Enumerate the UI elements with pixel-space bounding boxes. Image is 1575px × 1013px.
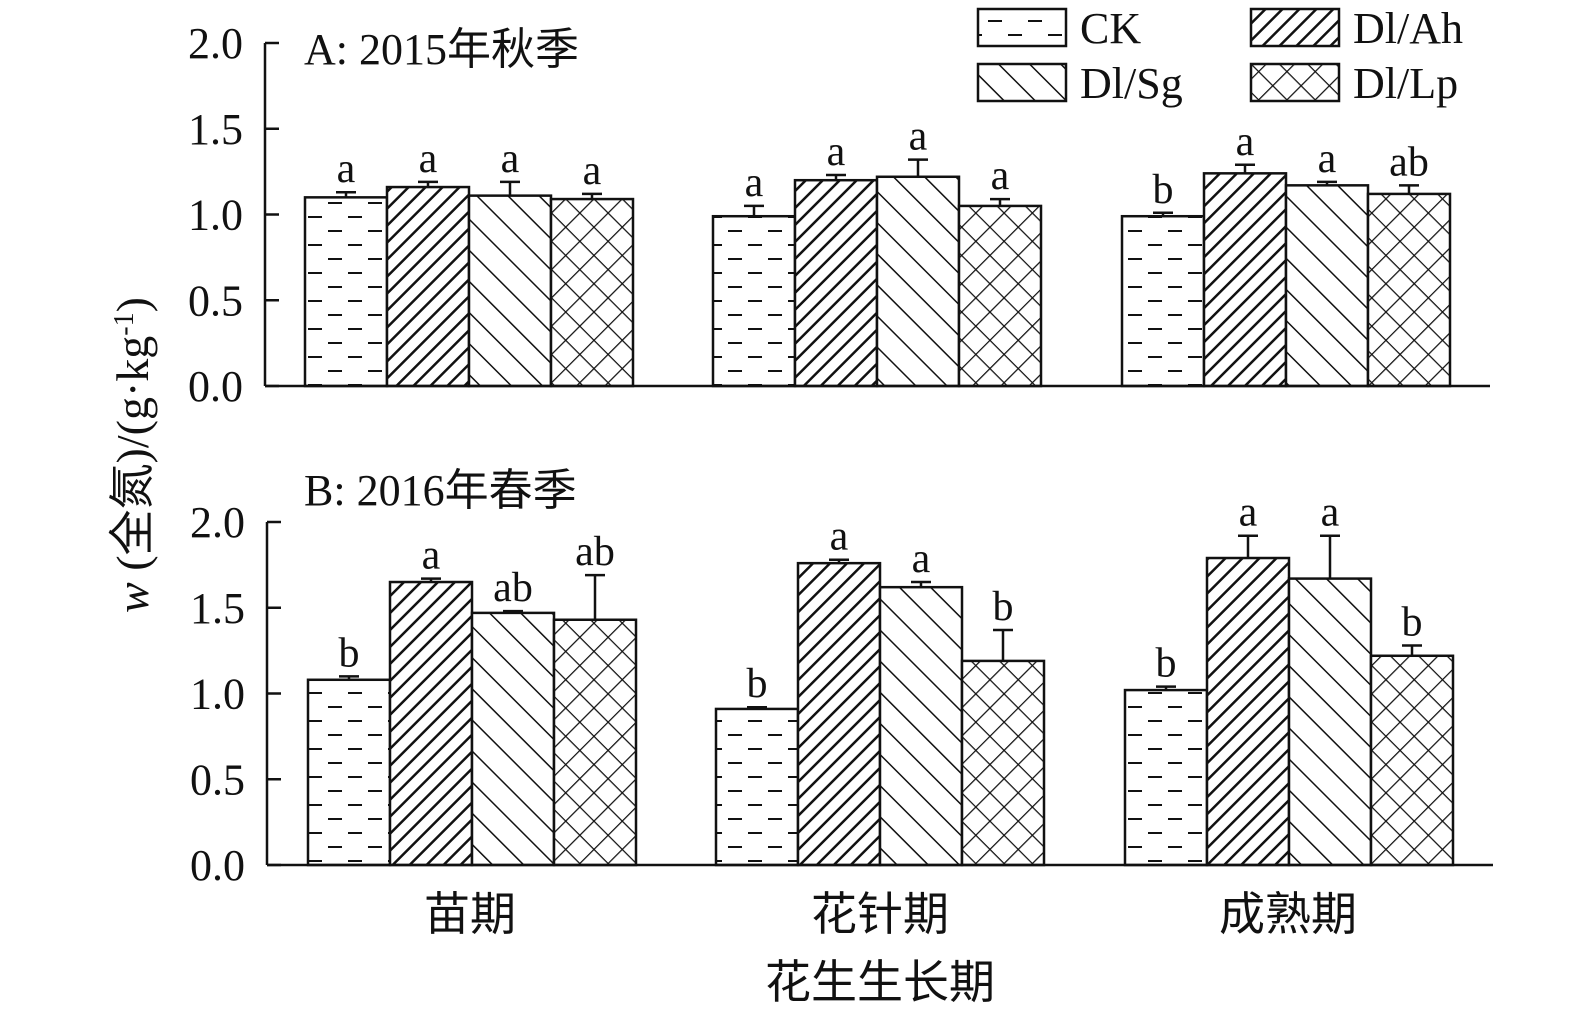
- significance-label: a: [419, 136, 438, 182]
- y-axis-title: w (全氮)/(g·kg-1): [107, 297, 158, 613]
- bar: [1366, 192, 1452, 388]
- significance-label: a: [830, 514, 849, 560]
- y-tick-label: 0.5: [188, 276, 243, 325]
- bar: [303, 196, 389, 388]
- panel-a: A: 2015年秋季 0.00.51.01.52.0 a a a a aa aa ba a ab: [188, 19, 1490, 411]
- legend-label: Dl/Sg: [1080, 59, 1183, 108]
- bar: [1123, 688, 1209, 867]
- bar: [957, 204, 1043, 388]
- bar: [875, 175, 961, 388]
- significance-label: ab: [1389, 139, 1429, 185]
- significance-label: a: [583, 148, 602, 194]
- y-tick-label: 0.0: [188, 362, 243, 411]
- significance-label: a: [745, 160, 764, 206]
- significance-label: b: [993, 584, 1014, 630]
- legend-label: CK: [1080, 4, 1141, 53]
- bar: [552, 618, 638, 867]
- bar: [1202, 172, 1288, 388]
- significance-label: a: [827, 129, 846, 175]
- bar: [793, 178, 879, 388]
- significance-label: a: [909, 114, 928, 160]
- significance-label: a: [337, 146, 356, 192]
- bar: [1287, 577, 1373, 867]
- legend: CK Dl/Ah Dl/Sg Dl/Lp: [976, 4, 1463, 108]
- panel-a-title: A: 2015年秋季: [304, 25, 579, 74]
- y-tick-label: 1.0: [188, 191, 243, 240]
- y-tick-label: 1.5: [188, 105, 243, 154]
- bar: [1284, 184, 1370, 388]
- y-tick-label: 0.5: [190, 755, 245, 804]
- significance-label: a: [1236, 119, 1255, 165]
- significance-label: b: [339, 630, 360, 676]
- x-tick-label: 花针期: [811, 889, 949, 940]
- legend-swatch: [976, 62, 1068, 103]
- bar: [1369, 654, 1455, 867]
- x-tick-label: 成熟期: [1219, 889, 1357, 940]
- panel-a-bars: a a a a aa aa ba a ab: [303, 114, 1452, 388]
- bar: [549, 197, 635, 388]
- x-axis-title: 花生生长期: [765, 957, 995, 1008]
- bar: [306, 678, 392, 867]
- significance-label: ab: [575, 529, 615, 575]
- significance-label: b: [1153, 167, 1174, 213]
- y-tick-label: 1.5: [190, 584, 245, 633]
- y-tick-label: 0.0: [190, 841, 245, 890]
- significance-label: b: [747, 661, 768, 707]
- legend-label: Dl/Ah: [1353, 4, 1463, 53]
- bar: [467, 194, 553, 388]
- significance-label: a: [1239, 490, 1258, 536]
- bar: [1205, 556, 1291, 867]
- legend-swatch: [1249, 62, 1341, 103]
- bar: [796, 561, 882, 867]
- significance-label: ab: [493, 565, 533, 611]
- y-tick-label: 2.0: [190, 498, 245, 547]
- bar: [960, 659, 1046, 867]
- legend-label: Dl/Lp: [1353, 59, 1458, 108]
- significance-label: a: [991, 153, 1010, 199]
- bar: [385, 185, 471, 388]
- significance-label: a: [912, 536, 931, 582]
- significance-label: a: [1318, 136, 1337, 182]
- bar: [470, 611, 556, 867]
- significance-label: a: [422, 533, 441, 579]
- panel-a-y-ticks: 0.0 0.5 1.0 1.5 2.0: [188, 19, 279, 411]
- x-category-labels: 苗期 花针期 成熟期: [424, 889, 1357, 940]
- bar: [388, 580, 474, 867]
- legend-swatch: [976, 7, 1068, 48]
- bar: [711, 214, 797, 388]
- x-tick-label: 苗期: [424, 889, 516, 940]
- y-tick-label: 2.0: [188, 19, 243, 68]
- panel-b-title: B: 2016年春季: [304, 466, 577, 515]
- significance-label: a: [501, 136, 520, 182]
- significance-label: b: [1402, 599, 1423, 645]
- y-tick-label: 1.0: [190, 670, 245, 719]
- bar: [1120, 214, 1206, 388]
- legend-swatch: [1249, 7, 1341, 48]
- bar: [878, 585, 964, 867]
- bar: [714, 707, 800, 867]
- significance-label: b: [1156, 641, 1177, 687]
- significance-label: a: [1321, 490, 1340, 536]
